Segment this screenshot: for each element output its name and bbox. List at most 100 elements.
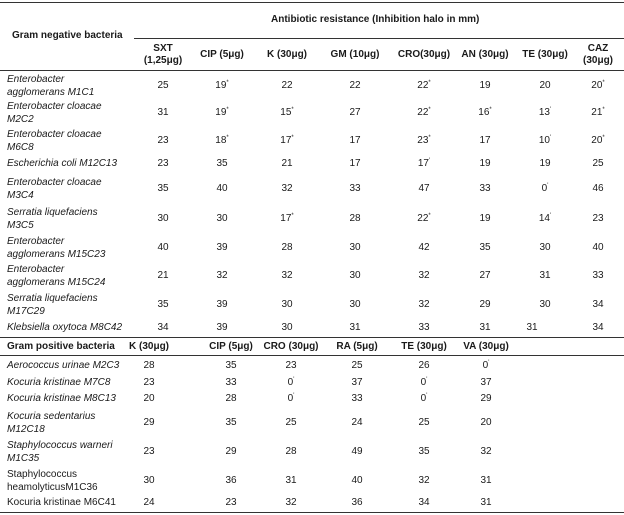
strain-name: Serratia liquefaciens [7,207,98,218]
cell-value: 46 [592,183,603,195]
cell-value: 17 [349,135,360,147]
cell-value: 30 [216,213,227,225]
cell-number: 28 [349,213,361,224]
cell-value: 25 [285,417,296,429]
cell-mark: ' [293,377,295,383]
cell-value: 25 [351,360,362,372]
cell-number: 31 [539,270,551,281]
cell-value: 23 [157,135,168,147]
resistance-header: Antibiotic resistance (Inhibition halo i… [271,14,480,25]
pos-column-header: RA (5μg) [336,341,378,352]
cell-value: 17* [280,135,293,147]
cell-value: 39 [216,299,227,311]
cell-value: 40 [216,183,227,195]
cell-value: 35 [418,446,429,458]
cell-value: 23 [143,446,154,458]
strain-name: Aerococcus urinae M2C3 [7,360,120,371]
cell-value: 27 [349,107,360,119]
cell-value: 23 [225,497,236,509]
cell-number: 31 [480,475,492,486]
cell-value: 21* [591,107,604,119]
cell-number: 25 [285,417,297,428]
cell-value: 19 [539,158,550,170]
cell-value: 28 [349,213,360,225]
strain-name: Serratia liquefaciens [7,293,98,304]
neg-column-header-unit: (1,25μg) [143,55,183,66]
cell-value: 15* [280,107,293,119]
cell-number: 17 [417,158,429,169]
cell-number: 17 [349,158,361,169]
cell-value: 0' [288,393,295,405]
cell-number: 34 [418,497,430,508]
cell-value: 49 [351,446,362,458]
cell-number: 20 [591,135,603,146]
cell-number: 37 [351,377,363,388]
cell-mark: * [602,80,605,86]
cell-number: 33 [225,377,237,388]
cell-value: 32 [285,497,296,509]
cell-value: 31 [157,107,168,119]
cell-mark: * [428,135,431,141]
cell-number: 32 [281,183,293,194]
cell-number: 28 [285,446,297,457]
cell-value: 34 [157,322,168,334]
cell-value: 31 [526,322,537,334]
cell-value: 19 [479,80,490,92]
cell-number: 21 [157,270,169,281]
cell-number: 39 [216,299,228,310]
cell-value: 34 [592,299,603,311]
cell-number: 0 [420,377,427,388]
cell-value: 35 [479,242,490,254]
cell-value: 32 [418,270,429,282]
cell-mark: * [428,80,431,86]
cell-number: 0 [287,377,294,388]
cell-number: 32 [418,270,430,281]
cell-value: 31 [349,322,360,334]
cell-value: 28 [285,446,296,458]
cell-number: 29 [479,299,491,310]
cell-number: 35 [216,158,228,169]
cell-number: 21 [281,158,293,169]
top-rule [0,2,624,3]
strain-name-line2: M1C35 [7,453,40,464]
cell-value: 33 [418,322,429,334]
cell-value: 40 [592,242,603,254]
cell-number: 29 [143,417,155,428]
strain-name: Staphylococcus [7,469,78,480]
cell-mark: * [226,135,229,141]
cell-number: 31 [349,322,361,333]
cell-number: 23 [592,213,604,224]
cell-value: 37 [480,377,491,389]
pos-column-header: CIP (5μg) [209,341,253,352]
cell-value: 35 [157,183,168,195]
pos-column-header: CRO (30μg) [263,341,319,352]
cell-value: 20 [480,417,491,429]
cell-number: 30 [216,213,228,224]
strain-name-line2: agglomerans M15C23 [7,249,106,260]
cell-value: 30 [281,322,292,334]
cell-number: 0 [482,360,489,371]
strain-name: Kocuria kristinae M7C8 [7,377,111,388]
strain-name: Enterobacter [7,74,65,85]
strain-name-line2: agglomerans M1C1 [7,87,95,98]
cell-number: 10 [538,135,550,146]
cell-number: 23 [157,158,169,169]
cell-value: 35 [225,417,236,429]
cell-number: 34 [592,322,604,333]
strain-name: Enterobacter [7,264,65,275]
cell-number: 39 [216,242,228,253]
cell-mark: ' [426,393,428,399]
cell-mark: * [428,107,431,113]
cell-value: 34 [592,322,603,334]
cell-number: 23 [143,377,155,388]
cell-value: 21 [157,270,168,282]
cell-mark: ' [428,158,431,164]
cell-value: 42 [418,242,429,254]
cell-number: 19 [215,80,227,91]
cell-value: 17' [418,158,430,170]
cell-value: 18* [215,135,228,147]
cell-number: 23 [143,446,155,457]
cell-value: 35 [157,299,168,311]
cell-number: 32 [418,299,430,310]
neg-column-header: CIP (5μg) [200,49,244,60]
